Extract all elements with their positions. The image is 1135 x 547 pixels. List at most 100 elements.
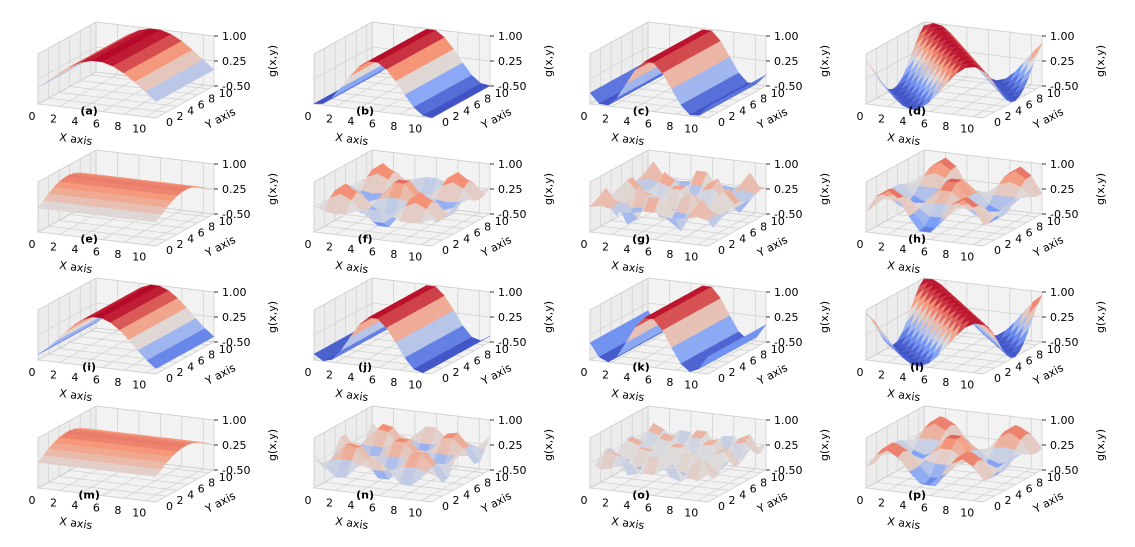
- y-tick-label: 8: [484, 477, 491, 490]
- y-tick-label: 0: [442, 500, 449, 513]
- x-tick-label: 10: [684, 123, 698, 136]
- y-tick-label: 4: [463, 488, 470, 501]
- y-axis-label: Y axis: [1030, 361, 1066, 388]
- y-axis-label: Y axis: [1030, 233, 1066, 260]
- y-tick-label: 6: [474, 355, 481, 368]
- x-tick-label: 8: [942, 376, 949, 389]
- surface-facet: [974, 66, 989, 76]
- x-tick-label: 8: [666, 376, 673, 389]
- x-tick-label: 10: [684, 507, 698, 520]
- z-axis-label: g(x,y): [1094, 429, 1107, 461]
- x-tick-label: 2: [878, 113, 885, 126]
- y-axis-label: Y axis: [478, 489, 514, 516]
- x-tick-label: 4: [623, 115, 630, 128]
- z-tick-label: 1.00: [774, 286, 799, 299]
- x-tick-label: 6: [921, 246, 928, 259]
- z-tick-label: -0.50: [222, 336, 250, 349]
- x-tick-label: 6: [645, 246, 652, 259]
- z-tick-label: 0.25: [774, 183, 799, 196]
- panel-label: (n): [356, 488, 374, 501]
- z-tick-label: 1.00: [774, 414, 799, 427]
- y-tick-label: 2: [453, 366, 460, 379]
- z-axis-label: g(x,y): [1094, 301, 1107, 333]
- x-tick-label: 6: [369, 374, 376, 387]
- x-tick-label: 2: [602, 113, 609, 126]
- y-tick-label: 0: [718, 372, 725, 385]
- x-tick-label: 2: [50, 497, 57, 510]
- x-tick-label: 6: [93, 502, 100, 515]
- z-tick-label: -0.50: [222, 208, 250, 221]
- x-tick-label: 2: [326, 113, 333, 126]
- y-axis-label: Y axis: [754, 489, 790, 516]
- y-tick-label: 6: [474, 483, 481, 496]
- x-axis-label: X axis: [611, 131, 646, 149]
- x-tick-label: 6: [645, 502, 652, 515]
- x-tick-label: 6: [921, 374, 928, 387]
- y-tick-label: 8: [760, 477, 767, 490]
- y-tick-label: 2: [1005, 110, 1012, 123]
- y-tick-label: 4: [187, 360, 194, 373]
- y-tick-label: 10: [495, 215, 509, 228]
- z-tick-label: -0.50: [222, 80, 250, 93]
- x-tick-label: 2: [602, 497, 609, 510]
- panel-label: (e): [80, 232, 98, 245]
- y-tick-label: 6: [198, 355, 205, 368]
- x-axis-label: X axis: [611, 387, 646, 405]
- y-tick-label: 6: [1026, 99, 1033, 112]
- x-tick-label: 4: [347, 243, 354, 256]
- panel-label: (m): [78, 488, 100, 501]
- y-tick-label: 2: [729, 238, 736, 251]
- x-tick-label: 4: [347, 499, 354, 512]
- z-axis-label: g(x,y): [818, 173, 831, 205]
- x-tick-label: 8: [942, 120, 949, 133]
- x-tick-label: 6: [369, 502, 376, 515]
- y-tick-label: 6: [198, 99, 205, 112]
- z-axis-label: g(x,y): [1094, 173, 1107, 205]
- x-tick-label: 4: [623, 371, 630, 384]
- y-tick-label: 8: [208, 93, 215, 106]
- z-tick-label: 0.25: [222, 311, 247, 324]
- z-tick-label: 0.25: [498, 439, 523, 452]
- y-axis-label: Y axis: [1030, 105, 1066, 132]
- y-tick-label: 10: [771, 87, 785, 100]
- y-tick-label: 8: [760, 349, 767, 362]
- z-tick-label: -0.50: [1050, 336, 1078, 349]
- z-axis-label: g(x,y): [818, 45, 831, 77]
- y-tick-label: 2: [177, 366, 184, 379]
- y-tick-label: 2: [453, 110, 460, 123]
- y-tick-label: 2: [1005, 366, 1012, 379]
- y-tick-label: 10: [1047, 87, 1061, 100]
- x-tick-label: 4: [71, 243, 78, 256]
- x-tick-label: 4: [347, 115, 354, 128]
- x-tick-label: 8: [942, 248, 949, 261]
- x-tick-label: 0: [305, 238, 312, 251]
- panel-label: (o): [632, 488, 650, 501]
- x-tick-label: 0: [581, 494, 588, 507]
- z-axis-label: g(x,y): [542, 173, 555, 205]
- z-tick-label: 1.00: [222, 286, 247, 299]
- y-tick-label: 10: [495, 87, 509, 100]
- x-tick-label: 2: [878, 497, 885, 510]
- x-tick-label: 2: [50, 241, 57, 254]
- y-tick-label: 4: [463, 104, 470, 117]
- x-tick-label: 8: [942, 504, 949, 517]
- y-tick-label: 2: [453, 238, 460, 251]
- z-tick-label: 0.25: [498, 311, 523, 324]
- x-tick-label: 10: [132, 507, 146, 520]
- y-tick-label: 8: [484, 221, 491, 234]
- y-tick-label: 6: [1026, 483, 1033, 496]
- grid-line-z: [37, 149, 215, 183]
- x-tick-label: 8: [390, 504, 397, 517]
- x-axis-label: X axis: [59, 515, 94, 533]
- x-tick-label: 2: [50, 369, 57, 382]
- x-axis-label: X axis: [887, 387, 922, 405]
- x-tick-label: 0: [29, 238, 36, 251]
- x-axis-label: X axis: [335, 515, 370, 533]
- y-tick-label: 8: [760, 93, 767, 106]
